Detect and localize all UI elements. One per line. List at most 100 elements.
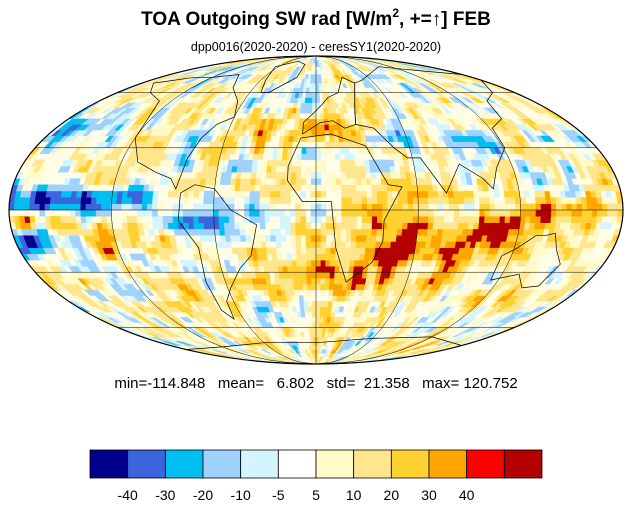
field-cell: [406, 228, 413, 236]
field-cell: [356, 190, 363, 198]
field-cell: [351, 228, 357, 236]
field-cell: [560, 216, 567, 223]
field-cell: [305, 235, 312, 242]
field-cell: [340, 317, 346, 323]
field-cell: [121, 216, 128, 223]
field-cell: [341, 216, 347, 223]
field-cell: [300, 247, 307, 255]
field-cell: [309, 327, 314, 333]
field-cell: [473, 222, 480, 230]
field-cell: [254, 209, 261, 217]
field-cell: [223, 216, 230, 223]
field-cell: [605, 190, 613, 198]
field-cell: [285, 216, 291, 223]
field-cell: [203, 203, 209, 211]
field-cell: [270, 129, 277, 137]
field-cell: [524, 216, 531, 223]
field-cell: [586, 203, 593, 211]
field-cell: [312, 78, 317, 84]
field-cell: [24, 209, 30, 217]
field-cell: [315, 197, 322, 204]
field-cell: [340, 171, 347, 179]
field-cell: [478, 190, 485, 198]
field-cell: [612, 203, 619, 211]
field-cell: [255, 235, 262, 242]
field-cell: [452, 222, 460, 230]
field-cell: [382, 203, 388, 211]
field-cell: [310, 184, 317, 192]
field-cell: [356, 228, 362, 236]
field-cell: [478, 216, 485, 223]
field-cell: [385, 241, 392, 249]
field-cell: [345, 171, 352, 179]
field-cell: [218, 203, 225, 211]
field-cell: [310, 247, 317, 255]
field-cell: [292, 277, 299, 285]
field-cell: [354, 247, 361, 255]
field-cell: [405, 178, 413, 185]
field-cell: [315, 241, 322, 249]
field-cell: [214, 228, 221, 236]
field-cell: [386, 184, 393, 192]
field-cell: [141, 197, 148, 204]
field-cell: [311, 129, 317, 137]
field-cell: [297, 277, 303, 285]
field-cell: [108, 306, 122, 313]
field-cell: [264, 184, 271, 192]
field-cell: [334, 265, 341, 273]
field-cell: [218, 216, 225, 223]
field-cell: [386, 222, 393, 230]
field-cell: [397, 216, 404, 223]
field-cell: [456, 289, 466, 296]
field-cell: [387, 216, 393, 223]
field-cell: [341, 222, 347, 230]
field-cell: [100, 209, 107, 217]
field-cell: [203, 216, 210, 223]
field-cell: [323, 102, 328, 109]
field-cell: [323, 107, 329, 114]
field-cell: [359, 247, 366, 255]
field-cell: [571, 203, 578, 211]
field-cell: [334, 141, 340, 149]
field-cell: [261, 165, 268, 173]
field-cell: [313, 74, 317, 79]
field-cell: [418, 165, 426, 173]
field-cell: [330, 311, 336, 318]
field-cell: [350, 171, 357, 179]
field-cell: [290, 228, 297, 236]
field-cell: [361, 184, 368, 192]
field-cell: [417, 190, 424, 198]
field-cell: [297, 129, 304, 137]
field-cell: [360, 171, 367, 179]
field-cell: [550, 209, 557, 217]
field-cell: [297, 135, 303, 143]
field-cell: [304, 97, 310, 103]
field-cell: [315, 82, 320, 88]
field-cell: [277, 147, 284, 155]
field-cell: [361, 197, 368, 204]
field-cell: [365, 241, 372, 249]
field-cell: [315, 311, 321, 318]
field-cell: [356, 209, 363, 217]
field-cell: [337, 129, 344, 137]
field-cell: [149, 178, 156, 185]
mollweide-map: [8, 55, 624, 365]
field-cell: [329, 135, 335, 143]
field-cell: [473, 190, 480, 198]
field-cell: [315, 216, 322, 223]
field-cell: [290, 165, 297, 173]
field-cell: [453, 203, 460, 211]
field-cell: [290, 295, 296, 302]
field-cell: [409, 317, 420, 323]
field-cell: [208, 197, 215, 204]
field-cell: [311, 118, 317, 125]
field-cell: [401, 184, 408, 192]
field-cell: [315, 203, 322, 211]
field-cell: [331, 216, 337, 223]
field-cell: [320, 190, 327, 198]
field-cell: [234, 222, 241, 230]
field-cell: [172, 203, 179, 211]
field-cell: [570, 197, 577, 204]
field-cell: [354, 159, 361, 167]
field-cell: [366, 209, 373, 217]
